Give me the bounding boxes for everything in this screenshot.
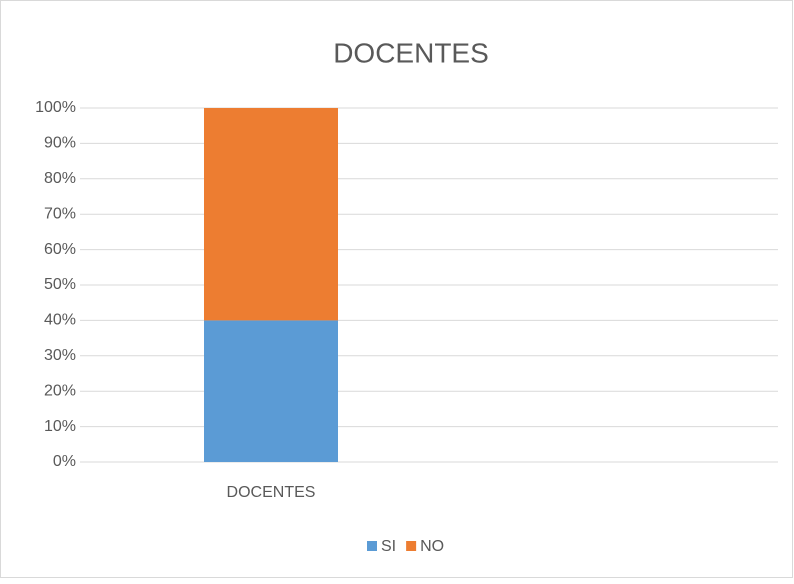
y-tick-label: 100% [35,99,76,116]
y-tick-label: 40% [44,312,76,329]
legend-label: SI [381,538,396,555]
bar-segment [204,320,338,462]
legend-swatch [406,541,417,551]
x-tick-label: DOCENTES [227,484,316,501]
y-tick-label: 70% [44,205,76,222]
chart-title: DOCENTES [333,37,489,68]
y-tick-label: 80% [44,170,76,187]
bar-segment [204,108,338,321]
legend-label: NO [420,538,444,555]
y-tick-label: 50% [44,276,76,293]
legend-swatch [367,541,377,551]
y-tick-label: 0% [53,453,76,470]
y-tick-label: 60% [44,241,76,258]
y-tick-label: 90% [44,135,76,152]
y-tick-label: 20% [44,382,76,399]
y-tick-label: 30% [44,347,76,364]
y-tick-label: 10% [44,418,76,435]
